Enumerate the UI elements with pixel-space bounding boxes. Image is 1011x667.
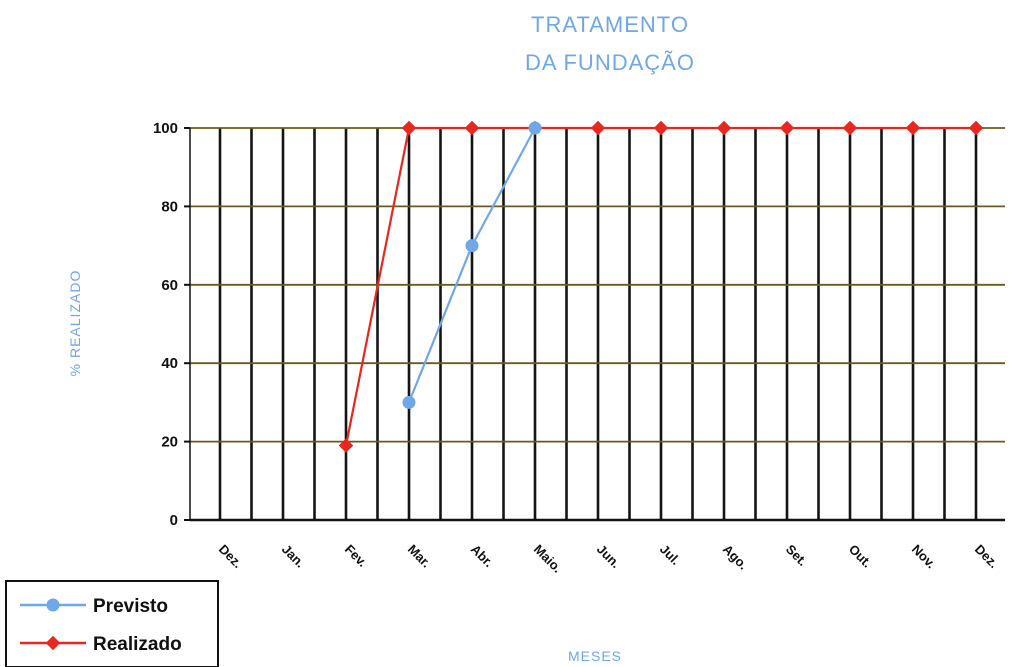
data-point-realizado — [338, 438, 354, 453]
x-tick-label: Jun. — [594, 542, 624, 572]
legend-marker-previsto — [46, 598, 60, 612]
tick-labels: 0 20 40 60 80 100 Dez. Jan. Fev. Mar. Abr. Maio. Jun… — [153, 120, 1001, 576]
x-tick-label: Fev. — [342, 542, 370, 570]
data-point-realizado — [590, 120, 606, 136]
legend-marker-realizado — [45, 635, 61, 651]
series — [338, 120, 984, 453]
x-tick-label: Abr. — [468, 542, 496, 570]
x-tick-label: Jan. — [279, 542, 308, 571]
chart-title-line-2: DA FUNDAÇÃO — [525, 50, 695, 75]
y-tick-label: 40 — [161, 355, 178, 372]
y-tick-label: 100 — [153, 120, 178, 137]
x-tick-label: Set. — [783, 542, 810, 569]
y-tick-label: 20 — [161, 434, 178, 451]
x-tick-label: Jul. — [657, 542, 683, 568]
x-tick-label: Dez. — [216, 542, 246, 572]
y-axis-label: % REALIZADO — [67, 270, 83, 377]
y-tick-label: 0 — [170, 512, 178, 529]
x-tick-label: Ago. — [720, 542, 751, 573]
axes — [184, 127, 1005, 522]
data-point-previsto — [528, 121, 542, 135]
y-tick-label: 80 — [161, 198, 178, 215]
data-point-realizado — [653, 120, 669, 136]
x-tick-label: Dez. — [972, 542, 1002, 572]
chart-title-line-1: TRATAMENTO — [531, 12, 689, 37]
data-point-realizado — [968, 120, 984, 136]
data-point-realizado — [905, 120, 921, 136]
x-tick-label: Mar. — [405, 542, 434, 571]
data-point-realizado — [779, 120, 795, 136]
data-point-realizado — [464, 120, 480, 136]
x-axis-label: MESES — [568, 648, 622, 664]
legend-label-previsto: Previsto — [93, 596, 168, 617]
y-tick-label: 60 — [161, 277, 178, 294]
legend: Previsto Realizado — [5, 580, 219, 667]
x-tick-label: Out. — [846, 542, 875, 571]
x-tick-label: Maio. — [531, 542, 565, 576]
legend-box — [5, 580, 219, 667]
data-point-realizado — [401, 120, 417, 136]
grid — [190, 127, 1005, 520]
x-tick-label: Nov. — [909, 542, 939, 572]
data-point-previsto — [402, 395, 416, 409]
data-point-realizado — [842, 120, 858, 136]
data-point-previsto — [465, 239, 479, 253]
legend-label-realizado: Realizado — [93, 634, 182, 655]
data-point-realizado — [716, 120, 732, 136]
